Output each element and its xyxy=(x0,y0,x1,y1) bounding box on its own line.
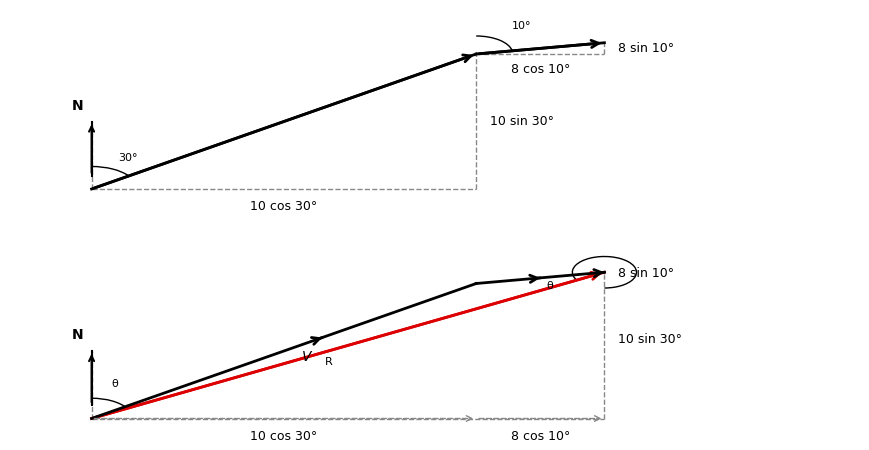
Text: V: V xyxy=(302,350,311,364)
Text: 10 sin 30°: 10 sin 30° xyxy=(618,333,681,346)
Text: 10°: 10° xyxy=(511,21,530,31)
Text: R: R xyxy=(325,356,333,367)
Text: 10 cos 30°: 10 cos 30° xyxy=(250,200,317,213)
Text: 8 cos 10°: 8 cos 10° xyxy=(510,430,569,443)
Text: 8 sin 10°: 8 sin 10° xyxy=(618,267,673,280)
Text: 10 sin 30°: 10 sin 30° xyxy=(489,115,554,128)
Text: θ: θ xyxy=(546,281,552,291)
Text: 30°: 30° xyxy=(118,153,138,163)
Text: 8 sin 10°: 8 sin 10° xyxy=(618,42,673,55)
Text: θ: θ xyxy=(111,379,117,389)
Text: N: N xyxy=(72,99,83,112)
Text: 10 cos 30°: 10 cos 30° xyxy=(250,430,317,443)
Text: 8 cos 10°: 8 cos 10° xyxy=(510,63,569,76)
Text: N: N xyxy=(72,328,83,342)
